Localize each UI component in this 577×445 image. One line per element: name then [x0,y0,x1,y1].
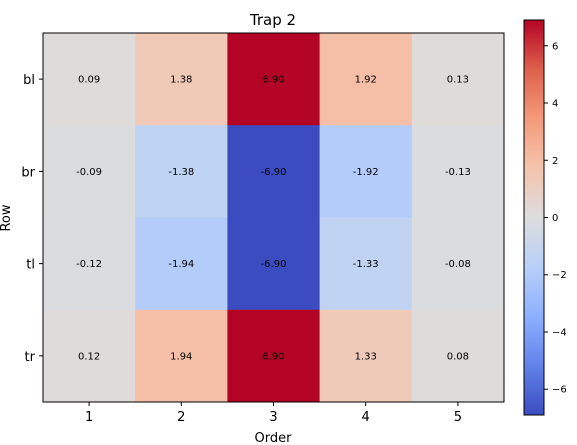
cell-value-label: -1.92 [353,167,379,178]
x-tick-label: 4 [362,410,370,425]
x-axis-label: Order [255,431,293,445]
heatmap-cell [43,217,136,311]
heatmap-cell [319,217,413,311]
colorbar-tick-label: 0 [552,213,558,224]
heatmap-cell [319,33,413,126]
heatmap-cell [227,125,321,218]
cell-value-label: 1.38 [170,75,192,86]
x-tick-label: 2 [177,410,185,425]
x-tick-label: 5 [454,410,462,425]
y-tick-label: br [21,165,35,180]
heatmap-cells [43,33,505,403]
cell-value-label: 0.09 [78,75,100,86]
colorbar-tick-label: 2 [552,156,558,167]
cell-value-label: -0.13 [445,167,471,178]
y-axis-label: Row [0,204,14,231]
colorbar-tick-label: 4 [552,99,558,110]
heatmap-cell [135,33,228,126]
heatmap-cell [135,217,228,311]
x-tick-label: 3 [269,410,277,425]
y-tick-label: tl [26,258,35,273]
heatmap-cell [411,309,505,403]
heatmap-cell [227,309,321,403]
heatmap-cell [43,309,136,403]
cell-value-label: 1.33 [355,351,377,362]
heatmap-cell [319,125,413,218]
colorbar-tick-label: −4 [552,327,567,338]
cell-value-label: -6.90 [261,167,287,178]
cell-value-label: -1.38 [168,167,194,178]
cell-value-label: -0.09 [76,167,102,178]
heatmap-cell-labels: 0.09 1.38 6.90 1.92 0.13 -0.09 -1.38 -6.90 -1.92… [76,75,471,363]
heatmap-cell [227,33,321,126]
cell-value-label: 0.08 [447,351,469,362]
x-axis: 1 2 3 4 5 [85,402,462,425]
cell-value-label: 1.92 [355,75,377,86]
colorbar [523,19,545,416]
heatmap-cell [319,309,413,403]
cell-value-label: 6.90 [262,75,284,86]
y-axis: bl br tl tr [21,73,43,365]
y-tick-label: bl [23,73,35,88]
x-tick-label: 1 [85,410,93,425]
y-tick-label: tr [25,350,36,365]
heatmap-cell [227,217,321,311]
heatmap-cell [43,33,136,126]
heatmap-cell [411,217,505,311]
cell-value-label: 6.90 [262,351,284,362]
colorbar-tick-label: 6 [552,41,558,52]
heatmap-cell [135,125,228,218]
heatmap-cell [43,125,136,218]
cell-value-label: -0.12 [76,259,102,270]
cell-value-label: 0.13 [447,75,469,86]
cell-value-label: 0.12 [78,351,100,362]
cell-value-label: 1.94 [170,351,192,362]
cell-value-label: -1.33 [353,259,379,270]
colorbar-tick-label: −2 [552,270,567,281]
heatmap-cell [411,125,505,218]
colorbar-tick-label: −6 [552,385,567,396]
heatmap-cell [411,33,505,126]
colorbar-axis: −6 −4 −2 0 2 4 6 [544,41,567,396]
cell-value-label: -0.08 [445,259,471,270]
cell-value-label: -6.90 [261,259,287,270]
heatmap-cell [135,309,228,403]
cell-value-label: -1.94 [168,259,194,270]
chart-title: Trap 2 [249,11,296,29]
